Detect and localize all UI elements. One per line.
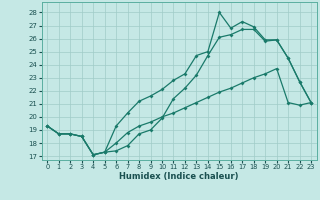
X-axis label: Humidex (Indice chaleur): Humidex (Indice chaleur) (119, 172, 239, 181)
